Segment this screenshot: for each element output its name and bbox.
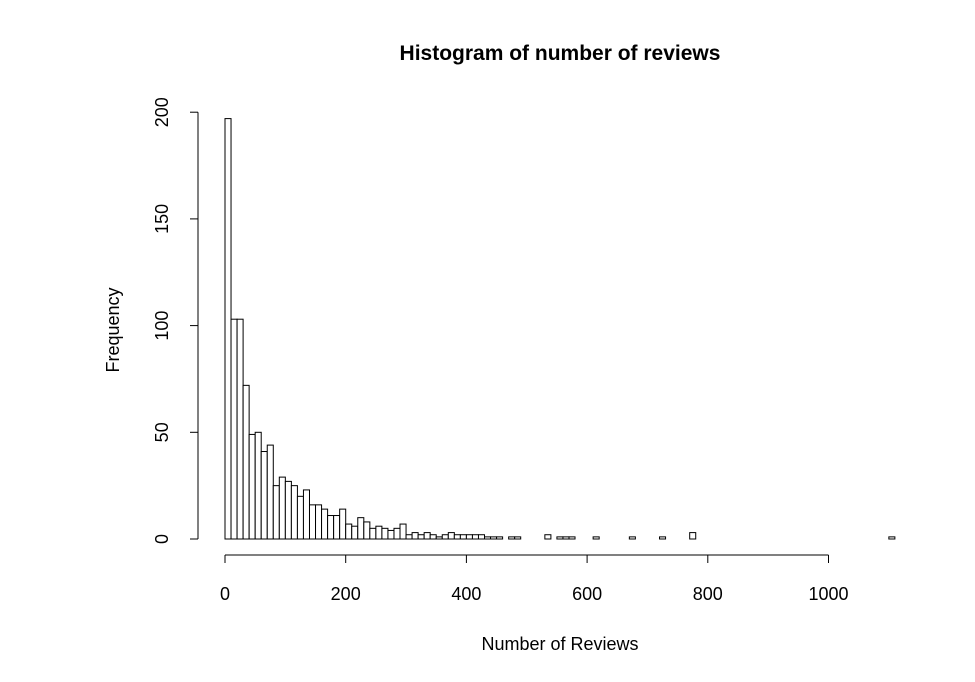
- histogram-bar: [405, 534, 413, 540]
- histogram-bar: [393, 527, 401, 540]
- histogram-bar: [302, 489, 310, 540]
- y-tick-label: 0: [152, 534, 172, 544]
- histogram-bar: [568, 536, 576, 540]
- histogram-bar: [375, 525, 383, 540]
- y-tick-label: 200: [152, 97, 172, 127]
- histogram-bar: [465, 534, 473, 540]
- y-tick-label: 150: [152, 204, 172, 234]
- histogram-bar: [315, 504, 323, 540]
- chart-title: Histogram of number of reviews: [400, 42, 721, 65]
- histogram-bar: [429, 534, 437, 540]
- histogram-bar: [628, 536, 636, 540]
- histogram-bar: [453, 534, 461, 540]
- histogram-bar: [459, 534, 467, 540]
- y-tick-label: 100: [152, 311, 172, 341]
- histogram-bar: [888, 536, 896, 540]
- histogram-bar: [224, 118, 232, 540]
- histogram-bar: [423, 532, 431, 540]
- histogram-bar: [327, 515, 335, 540]
- histogram-bar: [471, 534, 479, 540]
- histogram-bar: [435, 536, 443, 540]
- histogram-bar: [254, 431, 262, 540]
- y-tick-label: 50: [152, 422, 172, 442]
- histogram-bar: [345, 523, 353, 540]
- histogram-bar: [248, 433, 256, 540]
- histogram-bar: [441, 534, 449, 540]
- x-tick-label: 800: [693, 584, 723, 604]
- histogram-bar: [689, 532, 697, 540]
- histogram-bar: [369, 527, 377, 540]
- histogram-bar: [562, 536, 570, 540]
- histogram-bar: [508, 536, 516, 540]
- x-axis-label: Number of Reviews: [481, 634, 638, 654]
- x-tick-label: 1000: [808, 584, 848, 604]
- histogram-bar: [417, 534, 425, 540]
- bars-group: [224, 118, 896, 540]
- histogram-bar: [351, 525, 359, 540]
- histogram-bar: [284, 480, 292, 540]
- histogram-bar: [321, 508, 329, 540]
- histogram-bar: [447, 532, 455, 540]
- histogram-bar: [339, 508, 347, 540]
- x-tick-label: 200: [331, 584, 361, 604]
- histogram-bar: [477, 534, 486, 540]
- histogram-bar: [272, 485, 280, 540]
- histogram-bar: [357, 517, 365, 540]
- histogram-bar: [333, 515, 341, 540]
- histogram-bar: [556, 536, 564, 540]
- histogram-bar: [592, 536, 600, 540]
- histogram-bar: [278, 476, 286, 540]
- histogram-bar: [242, 384, 250, 540]
- histogram-bar: [544, 534, 552, 540]
- histogram-bar: [387, 529, 395, 540]
- histogram-bar: [484, 536, 492, 540]
- histogram-bar: [260, 451, 268, 540]
- histogram-bar: [496, 536, 504, 540]
- x-tick-label: 400: [451, 584, 481, 604]
- histogram-bar: [308, 504, 317, 540]
- histogram-bar: [230, 318, 238, 540]
- histogram-bar: [290, 485, 298, 540]
- histogram-bar: [411, 532, 419, 540]
- y-axis: 0 50 100 150 200: [152, 97, 199, 544]
- y-axis-label: Frequency: [103, 287, 123, 372]
- histogram-bar: [514, 536, 522, 540]
- histogram-bar: [399, 523, 407, 540]
- histogram-bar: [363, 521, 371, 540]
- histogram-bar: [266, 444, 274, 540]
- x-tick-label: 600: [572, 584, 602, 604]
- histogram-bar: [381, 527, 389, 540]
- histogram-bar: [490, 536, 498, 540]
- x-axis: 0 200 400 600 800 1000: [220, 554, 849, 604]
- histogram-bar: [296, 495, 304, 540]
- histogram-bar: [659, 536, 667, 540]
- x-tick-label: 0: [220, 584, 230, 604]
- histogram-bar: [236, 318, 244, 540]
